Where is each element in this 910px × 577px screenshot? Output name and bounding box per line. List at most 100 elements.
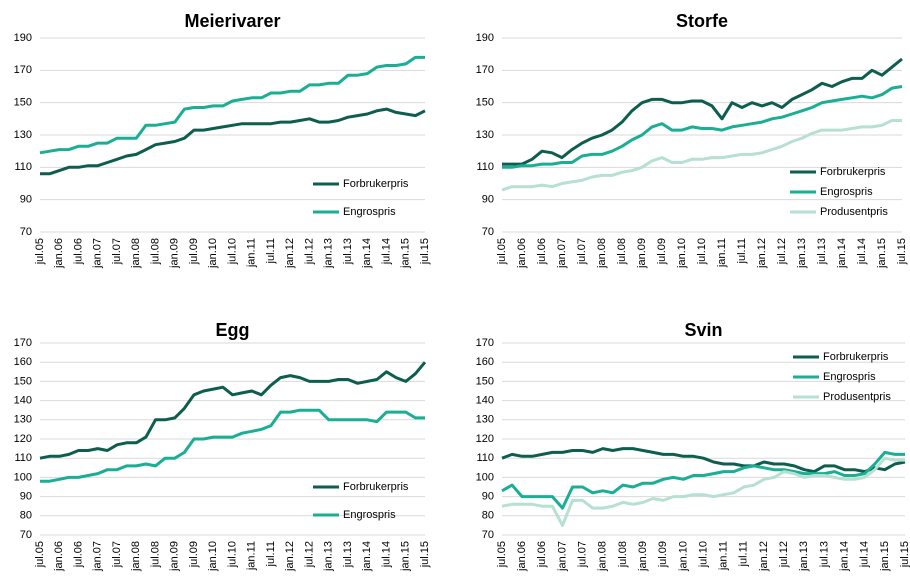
- x-tick-label: jul.07: [111, 238, 123, 265]
- x-tick-label: jan.10: [207, 238, 219, 269]
- x-tick-label: jan.07: [556, 541, 568, 572]
- x-tick-label: jan.14: [836, 238, 848, 269]
- chart-title: Meierivarer: [184, 11, 280, 31]
- x-tick-label: jan.09: [169, 541, 181, 572]
- x-tick-label: jul.10: [226, 238, 238, 265]
- legend-label: Forbrukerpris: [820, 166, 886, 178]
- x-tick-label: jan.09: [637, 541, 649, 572]
- y-tick-label: 130: [14, 414, 32, 426]
- y-tick-label: 110: [476, 452, 494, 464]
- x-tick-label: jan.13: [323, 541, 335, 572]
- x-tick-label: jan.11: [718, 541, 730, 571]
- x-tick-label: jul.10: [697, 541, 709, 568]
- legend-label: Produsentpris: [823, 391, 891, 403]
- x-tick-label: jul.11: [736, 238, 748, 264]
- x-tick-label: jan.09: [169, 238, 181, 269]
- x-tick-label: jan.11: [246, 541, 258, 571]
- y-tick-label: 140: [14, 395, 32, 407]
- x-tick-label: jan.10: [207, 541, 219, 572]
- x-tick-label: jul.14: [859, 541, 871, 568]
- chart-title: Storfe: [676, 11, 728, 31]
- y-tick-label: 100: [14, 471, 32, 483]
- y-tick-label: 80: [20, 510, 32, 522]
- x-tick-label: jul.12: [776, 238, 788, 265]
- x-tick-label: jan.13: [323, 238, 335, 269]
- y-tick-label: 190: [14, 32, 32, 44]
- data-line: [501, 119, 902, 192]
- chart-title: Svin: [684, 320, 722, 340]
- y-tick-label: 190: [476, 32, 494, 44]
- y-tick-label: 140: [476, 395, 494, 407]
- data-line: [40, 408, 425, 483]
- x-tick-label: jan.15: [879, 541, 891, 572]
- x-tick-label: jan.15: [400, 238, 412, 269]
- y-tick-label: 170: [476, 64, 494, 76]
- legend-label: Engrospris: [820, 186, 873, 198]
- x-tick-label: jan.12: [758, 541, 770, 572]
- x-tick-label: jul.14: [856, 238, 868, 265]
- x-tick-label: jul.05: [34, 238, 46, 265]
- y-tick-label: 150: [14, 375, 32, 387]
- y-tick-label: 90: [482, 194, 494, 206]
- y-tick-label: 90: [20, 491, 32, 503]
- y-tick-label: 120: [14, 433, 32, 445]
- x-tick-label: jan.06: [53, 541, 65, 572]
- y-tick-label: 170: [14, 64, 32, 76]
- x-tick-label: jul.09: [656, 238, 668, 265]
- data-line: [40, 107, 426, 176]
- x-tick-label: jan.08: [130, 238, 142, 269]
- x-tick-label: jan.15: [400, 541, 412, 572]
- x-tick-label: jul.08: [149, 238, 161, 265]
- y-tick-label: 80: [482, 510, 494, 522]
- x-tick-label: jan.11: [246, 238, 258, 268]
- legend-label: Engrospris: [343, 206, 396, 218]
- y-tick-label: 120: [476, 433, 494, 445]
- x-tick-label: jan.06: [53, 238, 65, 269]
- x-tick-label: jul.08: [616, 238, 628, 265]
- y-tick-label: 90: [482, 491, 494, 503]
- x-tick-label: jul.09: [188, 238, 200, 265]
- y-tick-label: 170: [476, 337, 494, 349]
- legend-label: Forbrukerpris: [343, 481, 409, 493]
- x-tick-label: jul.11: [265, 541, 277, 567]
- x-tick-label: jan.12: [284, 238, 296, 269]
- y-tick-label: 90: [20, 194, 32, 206]
- x-tick-label: jan.09: [636, 238, 648, 269]
- data-line: [501, 450, 905, 510]
- y-tick-label: 160: [14, 356, 32, 368]
- y-tick-label: 110: [14, 161, 32, 173]
- x-tick-label: jan.07: [556, 238, 568, 269]
- x-tick-label: jul.15: [419, 541, 431, 568]
- x-tick-label: jan.08: [130, 541, 142, 572]
- x-tick-label: jul.06: [72, 541, 84, 568]
- legend-label: Engrospris: [343, 509, 396, 521]
- y-tick-label: 160: [476, 356, 494, 368]
- x-tick-label: jan.08: [597, 541, 609, 572]
- legend-label: Forbrukerpris: [823, 351, 889, 363]
- x-tick-label: jan.14: [361, 541, 373, 572]
- data-line: [39, 361, 427, 460]
- x-tick-label: jul.15: [899, 541, 910, 568]
- x-tick-label: jul.05: [34, 541, 46, 568]
- y-tick-label: 150: [14, 97, 32, 109]
- x-tick-label: jul.13: [816, 238, 828, 265]
- y-tick-label: 150: [476, 375, 494, 387]
- y-tick-label: 70: [20, 226, 32, 238]
- x-tick-label: jul.14: [380, 541, 392, 568]
- y-tick-label: 130: [476, 414, 494, 426]
- x-tick-label: jan.10: [676, 238, 688, 269]
- x-tick-label: jul.13: [818, 541, 830, 568]
- y-tick-label: 70: [20, 529, 32, 541]
- data-line: [501, 447, 906, 474]
- x-tick-label: jan.12: [284, 541, 296, 572]
- y-tick-label: 70: [482, 226, 494, 238]
- x-tick-label: jan.13: [796, 238, 808, 269]
- x-tick-label: jan.07: [92, 541, 104, 572]
- x-tick-label: jul.12: [303, 541, 315, 568]
- x-tick-label: jul.06: [536, 541, 548, 568]
- legend-label: Engrospris: [823, 371, 876, 383]
- y-tick-label: 70: [482, 529, 494, 541]
- x-tick-label: jul.11: [738, 541, 750, 567]
- x-tick-label: jul.07: [576, 238, 588, 265]
